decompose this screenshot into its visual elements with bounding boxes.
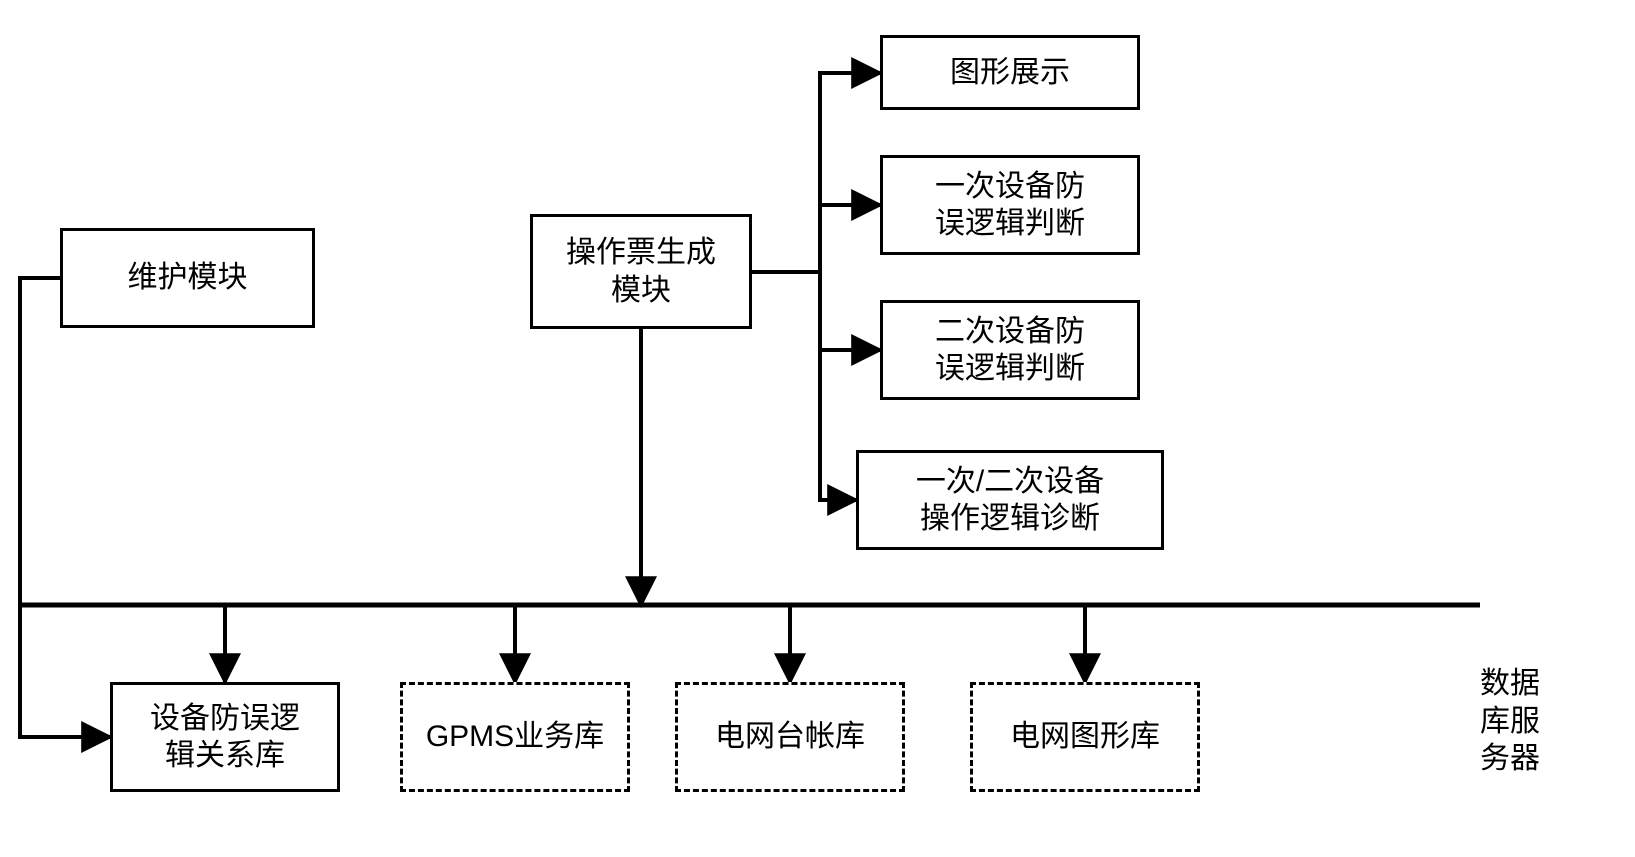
node-label: 维护模块: [128, 259, 248, 297]
side-label-text: 数据 库服 务器: [1480, 667, 1540, 775]
node-secondary-logic: 二次设备防 误逻辑判断: [880, 300, 1140, 400]
side-label-db-server: 数据 库服 务器: [1480, 665, 1540, 778]
node-opgen: 操作票生成 模块: [530, 214, 752, 329]
node-graphic-display: 图形展示: [880, 35, 1140, 110]
node-label: 电网图形库: [1010, 718, 1160, 756]
diagram-canvas: 维护模块 操作票生成 模块 图形展示 一次设备防 误逻辑判断 二次设备防 误逻辑…: [0, 0, 1635, 857]
node-label: GPMS业务库: [426, 718, 604, 756]
node-label: 二次设备防 误逻辑判断: [935, 313, 1085, 388]
node-db-ledger: 电网台帐库: [675, 682, 905, 792]
node-label: 操作票生成 模块: [566, 234, 716, 309]
node-label: 一次设备防 误逻辑判断: [935, 168, 1085, 243]
node-label: 一次/二次设备 操作逻辑诊断: [916, 463, 1104, 538]
node-diagnosis: 一次/二次设备 操作逻辑诊断: [856, 450, 1164, 550]
node-label: 图形展示: [950, 54, 1070, 92]
node-db-logic: 设备防误逻 辑关系库: [110, 682, 340, 792]
node-label: 电网台帐库: [715, 718, 865, 756]
node-primary-logic: 一次设备防 误逻辑判断: [880, 155, 1140, 255]
node-db-graph: 电网图形库: [970, 682, 1200, 792]
node-db-gpms: GPMS业务库: [400, 682, 630, 792]
node-maintenance: 维护模块: [60, 228, 315, 328]
node-label: 设备防误逻 辑关系库: [150, 700, 300, 775]
